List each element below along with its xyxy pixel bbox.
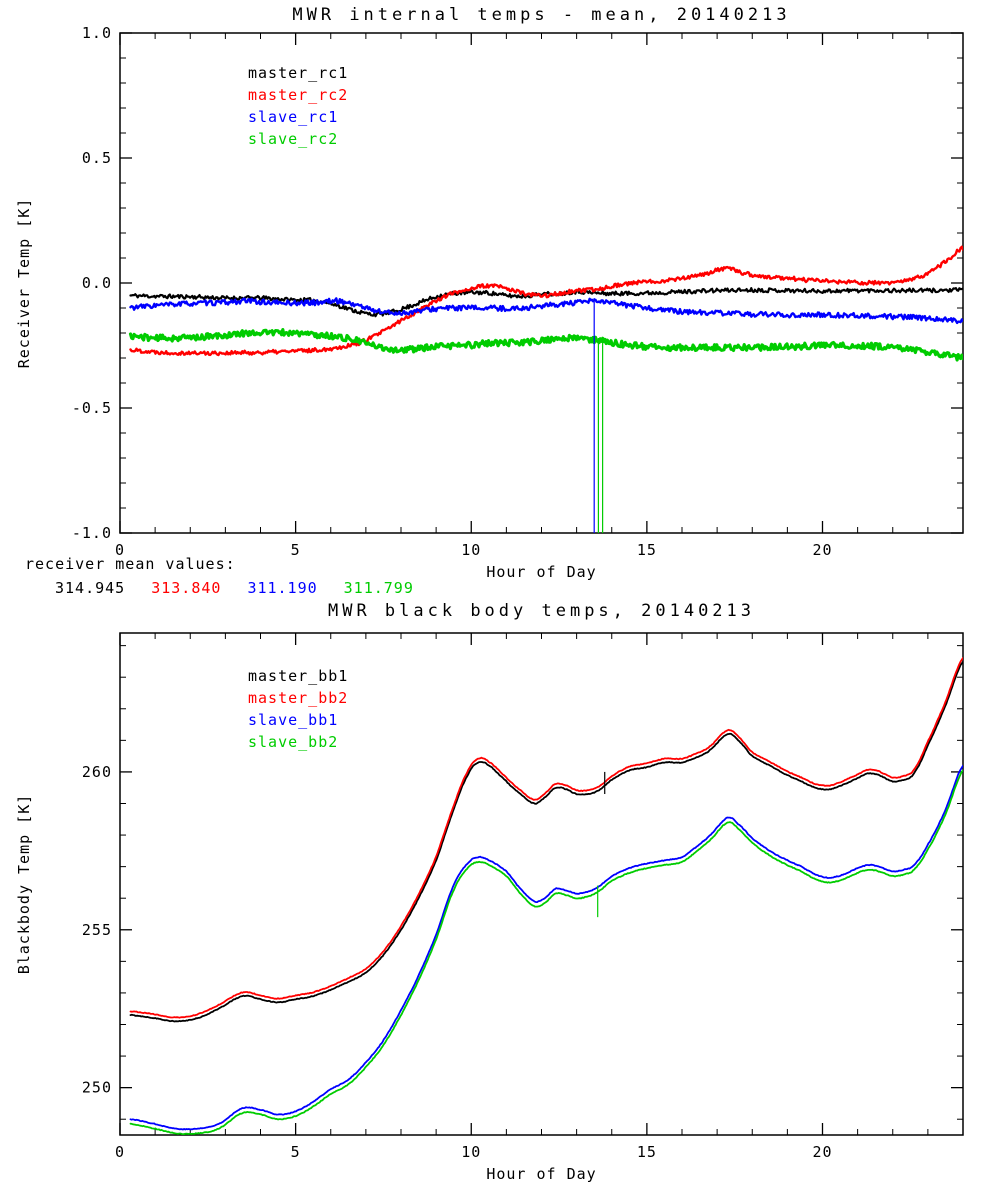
x-tick-label: 10 (461, 1143, 481, 1161)
x-tick-label: 5 (291, 541, 301, 559)
chart2-title: MWR black body temps, 20140213 (327, 601, 756, 621)
legend-item-slave-bb1: slave_bb1 (248, 711, 339, 729)
chart2-y-axis-label: Blackbody Temp [K] (15, 793, 33, 975)
y-tick-label: -0.5 (72, 399, 112, 417)
axis-box (119, 32, 964, 534)
receiver-mean-values-row: 314.945 313.840 311.190 311.799 (55, 579, 414, 597)
axis-box (119, 632, 964, 1136)
chart1-y-axis-label: Receiver Temp [K] (15, 197, 33, 369)
x-tick-label: 0 (115, 1143, 125, 1161)
y-tick-label: 0.0 (82, 274, 112, 292)
x-tick-label: 15 (637, 1143, 657, 1161)
mean-value-slave-rc2: 311.799 (343, 579, 414, 597)
mean-value-master-rc2: 313.840 (151, 579, 222, 597)
legend-item-slave-rc2: slave_rc2 (248, 130, 339, 148)
plot-area (129, 657, 963, 1135)
chart1-x-axis-label: Hour of Day (486, 563, 597, 581)
receiver-mean-values-label: receiver mean values: (25, 555, 236, 573)
mean-value-slave-rc1: 311.190 (247, 579, 318, 597)
y-tick-label: 250 (82, 1079, 112, 1097)
legend-item-slave-bb2: slave_bb2 (248, 733, 339, 751)
x-tick-label: 5 (291, 1143, 301, 1161)
legend-item-master-rc2: master_rc2 (248, 86, 349, 104)
chart1-title: MWR internal temps - mean, 20140213 (292, 5, 791, 25)
chart1-legend: master_rc1 master_rc2 slave_rc1 slave_rc… (248, 62, 348, 150)
chart-0: 0 5 10 15 20 1.0 0.5 0.0 -0.5 -1.0 (72, 24, 964, 559)
legend-item-master-bb2: master_bb2 (248, 689, 349, 707)
series-line-master_rc1 (129, 287, 963, 318)
x-tick-label: 15 (637, 541, 657, 559)
series-line-slave_rc1 (129, 297, 963, 325)
y-tick-label: -1.0 (72, 524, 112, 542)
series-line-slave_bb2 (129, 769, 963, 1135)
x-tick-label: 0 (115, 541, 125, 559)
series-line-slave_bb1 (129, 764, 963, 1131)
y-tick-label: 1.0 (82, 24, 112, 42)
series-line-master_bb2 (129, 657, 963, 1019)
mean-value-master-rc1: 314.945 (55, 579, 126, 597)
x-tick-label: 20 (812, 541, 832, 559)
plot-area (128, 245, 963, 533)
chart2-legend: master_bb1 master_bb2 slave_bb1 slave_bb… (248, 665, 348, 753)
chart-1: 0 5 10 15 20 250 255 260 (82, 632, 964, 1161)
series-line-slave_rc2 (128, 328, 963, 362)
x-tick-label: 20 (812, 1143, 832, 1161)
y-tick-label: 255 (82, 921, 112, 939)
x-tick-label: 10 (461, 541, 481, 559)
legend-item-slave-rc1: slave_rc1 (248, 108, 339, 126)
legend-item-master-rc1: master_rc1 (248, 64, 349, 82)
y-tick-label: 0.5 (82, 149, 112, 167)
y-tick-label: 260 (82, 763, 112, 781)
chart2-x-axis-label: Hour of Day (486, 1165, 597, 1183)
series-line-master_bb1 (129, 660, 963, 1023)
legend-item-master-bb1: master_bb1 (248, 667, 349, 685)
series-line-master_rc2 (129, 245, 963, 357)
